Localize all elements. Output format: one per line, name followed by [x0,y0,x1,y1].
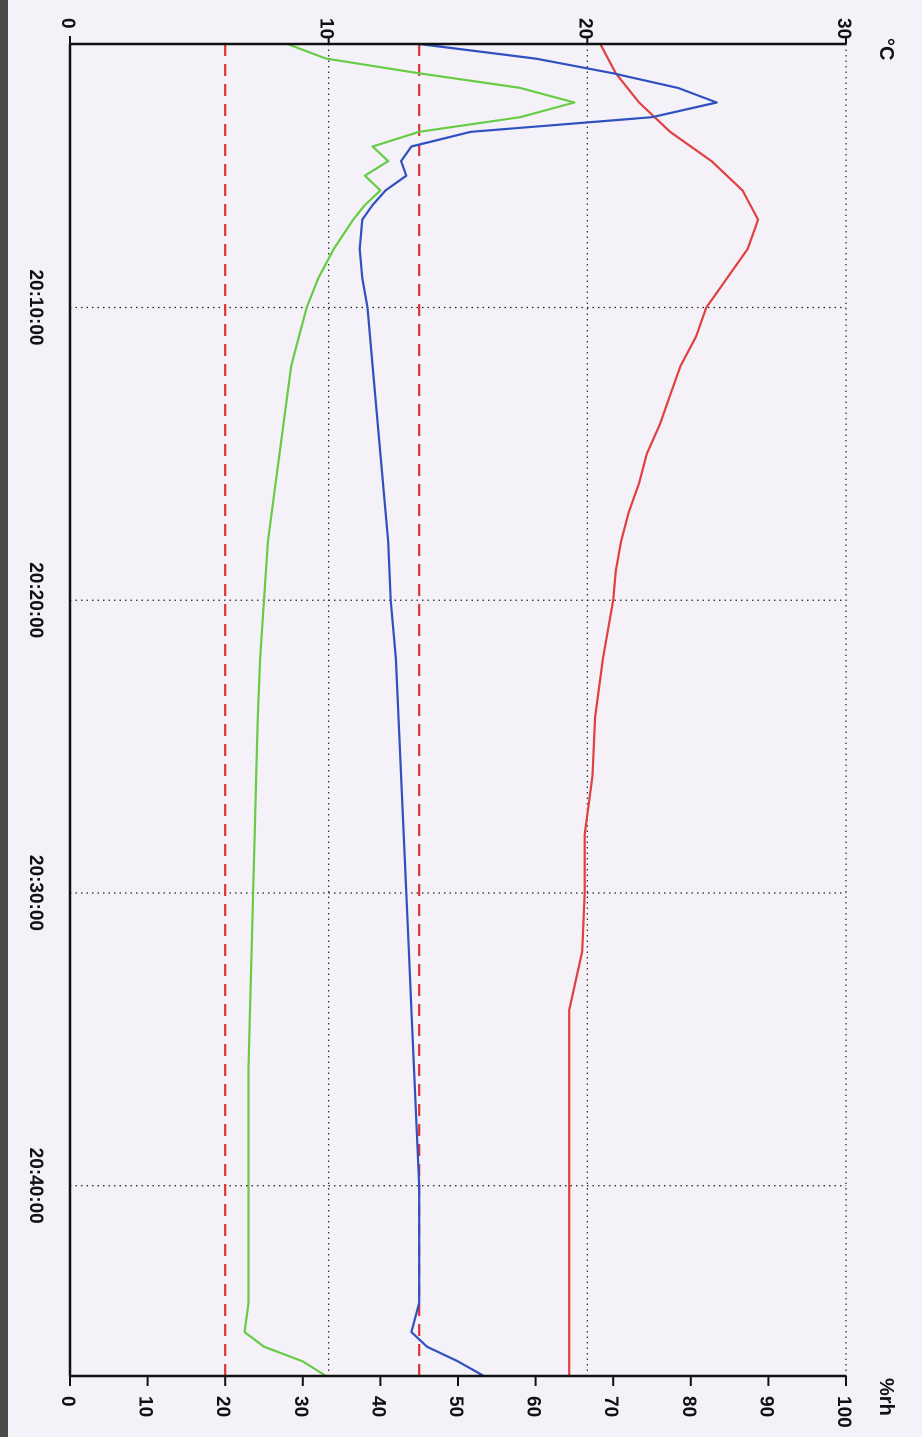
temperature-tick-label: 30 [833,18,854,39]
series-line-0 [568,43,760,1376]
humidity-tick-label: 40 [367,1396,388,1417]
humidity-unit-label: %rh [875,1378,897,1416]
time-tick-label: 20:40:00 [25,1148,46,1224]
temperature-unit-label: °C [875,38,897,60]
time-tick-label: 20:10:00 [25,269,46,345]
series-line-1 [358,42,718,1377]
time-tick-label: 20:20:00 [25,562,46,638]
humidity-tick-label: 60 [523,1396,544,1417]
chart-paper: °C %rh 0 10 20 30 20:10:00 20:20:00 20:30:00 20… [8,0,922,1437]
humidity-tick-label: 100 [833,1396,854,1428]
time-tick-label: 20:30:00 [25,855,46,931]
axes-layer [68,36,847,1386]
temperature-tick-label: 20 [574,18,595,39]
humidity-tick-label: 90 [755,1396,776,1417]
humidity-tick-label: 10 [135,1396,156,1417]
chart-svg: °C %rh 0 10 20 30 20:10:00 20:20:00 20:30:00 20… [25,18,897,1428]
humidity-tick-label: 20 [212,1396,233,1417]
reference-lines [224,44,421,1376]
grid-layer [70,44,847,1376]
humidity-tick-label: 80 [678,1396,699,1417]
humidity-tick-label: 0 [57,1396,78,1407]
temperature-tick-label: 10 [316,18,337,39]
humidity-tick-label: 50 [445,1396,466,1417]
humidity-tick-label: 70 [600,1396,621,1417]
temperature-tick-label: 0 [57,18,78,29]
labels-layer: °C %rh 0 10 20 30 20:10:00 20:20:00 20:30:00 20… [25,18,897,1428]
series-line-2 [243,42,576,1377]
series-layer [243,42,760,1377]
humidity-tick-label: 30 [290,1396,311,1417]
